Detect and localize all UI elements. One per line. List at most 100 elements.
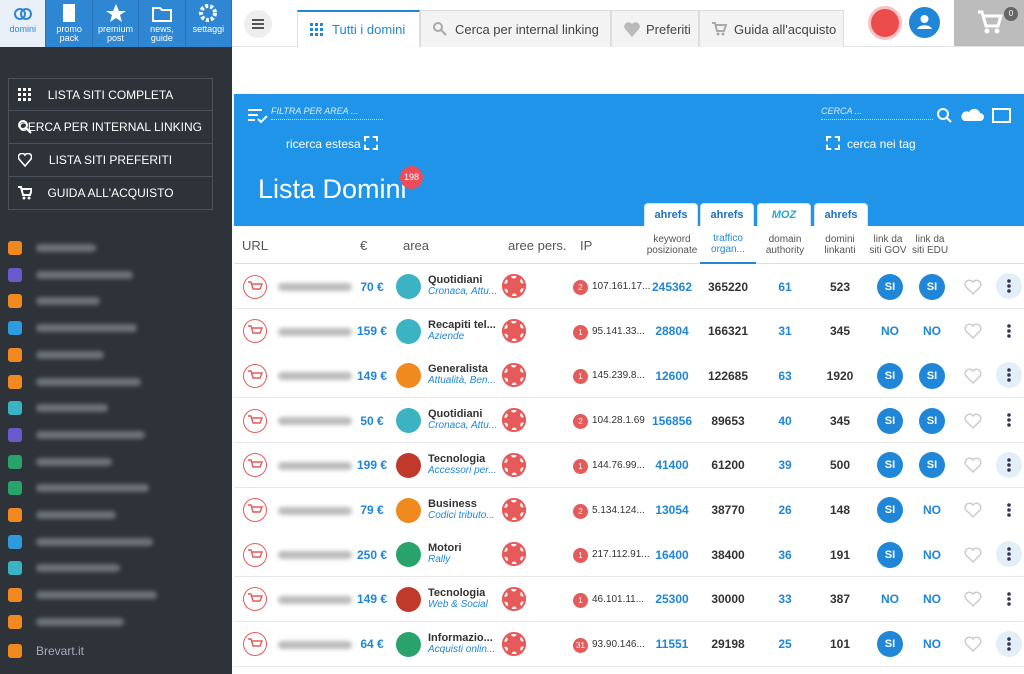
tab[interactable]: Preferiti (611, 10, 699, 47)
more-button[interactable] (996, 317, 1022, 344)
custom-area-button[interactable] (502, 274, 526, 298)
cart-button[interactable] (242, 264, 268, 309)
cart-button[interactable] (242, 488, 268, 533)
custom-area-button[interactable] (502, 363, 526, 388)
link-flag-value: NO (923, 324, 941, 339)
site-item[interactable] (8, 561, 120, 576)
site-item[interactable] (8, 401, 108, 416)
cart-button[interactable]: 0 (954, 0, 1024, 46)
tag-search-icon[interactable] (826, 136, 840, 150)
cart-button[interactable] (242, 577, 268, 622)
menu-item[interactable]: LISTA SITI COMPLETA (8, 78, 213, 111)
menu-item[interactable]: GUIDA ALL'ACQUISTO (8, 177, 213, 210)
column-header[interactable]: URL (242, 237, 269, 253)
column-header[interactable]: domini linkanti (824, 234, 856, 256)
nav-item[interactable]: promo pack (46, 0, 93, 47)
ip: 5.134.124... (592, 504, 645, 516)
favorite-button[interactable] (964, 622, 982, 667)
column-header[interactable]: IP (580, 237, 593, 253)
site-name-blurred (36, 617, 124, 626)
custom-area-button[interactable] (502, 497, 526, 522)
custom-area-button[interactable] (502, 542, 526, 567)
favorite-button[interactable] (964, 488, 982, 533)
domain-count: 198 (400, 166, 423, 189)
area-icon (396, 408, 421, 434)
tab-icon (712, 22, 728, 36)
more-button[interactable] (996, 407, 1022, 434)
cart-button[interactable] (242, 443, 268, 488)
site-item[interactable]: Brevart.it (8, 644, 84, 658)
custom-area-button[interactable] (502, 631, 526, 656)
favorite-button[interactable] (964, 532, 982, 577)
site-item[interactable] (8, 481, 149, 496)
favorite-button[interactable] (964, 309, 982, 354)
nav-item[interactable]: premium post (93, 0, 140, 47)
column-header[interactable]: link da siti EDU (911, 234, 949, 256)
keywords: 13054 (655, 503, 689, 517)
column-header[interactable]: domain authority (765, 234, 805, 256)
tab[interactable]: Tutti i domini (297, 10, 420, 47)
site-icon (8, 644, 22, 658)
site-item[interactable] (8, 427, 145, 442)
cart-button[interactable] (242, 353, 268, 398)
site-item[interactable] (8, 241, 96, 255)
extended-search[interactable]: ricerca estesa (286, 137, 361, 151)
more-button[interactable] (996, 585, 1022, 612)
site-item[interactable] (8, 294, 100, 309)
site-item[interactable] (8, 347, 104, 362)
favorite-button[interactable] (964, 398, 982, 443)
more-button[interactable] (996, 451, 1022, 478)
site-item[interactable] (8, 267, 133, 282)
extended-search-icon[interactable] (364, 136, 378, 150)
favorite-button[interactable] (964, 353, 982, 398)
nav-item[interactable]: domini (0, 0, 47, 47)
table-row: 149 € Generalista Attualità, Ben... 1 145.23… (234, 353, 1024, 399)
cart-button[interactable] (242, 532, 268, 577)
site-item[interactable] (8, 454, 112, 469)
custom-area-button[interactable] (502, 452, 526, 477)
custom-area-button[interactable] (502, 318, 526, 343)
nav-icon (63, 4, 76, 22)
site-item[interactable] (8, 321, 137, 336)
site-item[interactable] (8, 534, 153, 549)
column-header[interactable]: aree pers. (508, 237, 567, 253)
cart-button[interactable] (242, 309, 268, 354)
search-input[interactable]: CERCA ... (821, 106, 933, 120)
menu-item[interactable]: LISTA SITI PREFERITI (8, 144, 213, 177)
more-button[interactable] (996, 362, 1022, 389)
favorite-button[interactable] (964, 577, 982, 622)
nav-item[interactable]: settaggi (186, 0, 233, 47)
more-button[interactable] (996, 496, 1022, 523)
column-header[interactable]: area (403, 237, 430, 253)
tab[interactable]: Guida all'acquisto (699, 10, 844, 47)
area-name: Informazio... (428, 631, 493, 644)
site-name-blurred (36, 404, 108, 413)
tab[interactable]: Cerca per internal linking (420, 10, 611, 47)
more-button[interactable] (996, 541, 1022, 568)
custom-area-button[interactable] (502, 408, 526, 433)
nav-item[interactable]: news, guide (139, 0, 186, 47)
custom-area-button[interactable] (502, 586, 526, 611)
menu-item[interactable]: CERCA PER INTERNAL LINKING (8, 111, 213, 144)
site-item[interactable] (8, 614, 124, 629)
site-item[interactable] (8, 508, 116, 522)
tag-search[interactable]: cerca nei tag (847, 137, 916, 151)
area-filter-input[interactable]: FILTRA PER AREA ... (271, 106, 383, 120)
hamburger-button[interactable] (244, 10, 272, 38)
more-button[interactable] (996, 273, 1022, 299)
favorite-button[interactable] (964, 264, 982, 309)
user-button[interactable] (909, 7, 940, 38)
column-header[interactable]: € (360, 237, 368, 253)
linking-domains: 345 (829, 324, 851, 339)
column-header[interactable]: traffico organ... (700, 226, 756, 264)
site-icon (8, 374, 22, 389)
idea-button[interactable] (868, 6, 902, 40)
cart-button[interactable] (242, 398, 268, 443)
column-header[interactable]: link da siti GOV (869, 234, 907, 256)
site-item[interactable] (8, 588, 157, 603)
cart-button[interactable] (242, 622, 268, 667)
column-header[interactable]: keyword posizionate (646, 234, 698, 256)
favorite-button[interactable] (964, 443, 982, 488)
site-item[interactable] (8, 374, 141, 389)
more-button[interactable] (996, 630, 1022, 657)
